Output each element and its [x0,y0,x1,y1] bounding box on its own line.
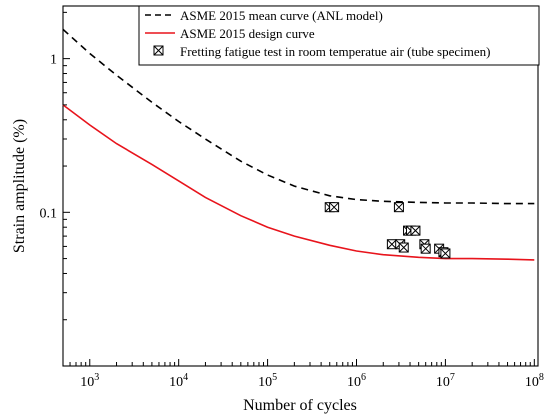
x-tick-label: 107 [436,372,455,390]
legend-box [138,5,540,66]
design-curve-line [62,104,535,261]
y-tick-label: 0.1 [40,206,58,221]
y-axis-label: Strain amplitude (%) [11,119,28,253]
x-tick-label: 103 [80,372,99,390]
test-point-10 [398,242,409,253]
legend-test-label: Fretting fatigue test in room temperatue… [180,44,490,59]
legend: ASME 2015 mean curve (ANL model) ASME 20… [138,5,540,66]
x-tick-label: 106 [347,372,366,390]
x-tick-label: 108 [525,372,544,390]
test-point-6 [410,225,421,236]
legend-design-label: ASME 2015 design curve [180,26,315,41]
test-point-14 [440,248,451,259]
x-tick-label: 104 [169,372,188,390]
test-point-3 [393,202,404,213]
test-point-7 [386,239,397,250]
x-tick-label: 105 [258,372,277,390]
y-tick-label: 1 [50,53,57,68]
test-point-2 [329,202,340,213]
legend-mean-label: ASME 2015 mean curve (ANL model) [180,8,383,23]
legend-test-marker [153,45,164,56]
test-point-11 [420,243,431,254]
x-axis-label: Number of cycles [243,397,357,414]
mean-curve-line [62,28,535,205]
